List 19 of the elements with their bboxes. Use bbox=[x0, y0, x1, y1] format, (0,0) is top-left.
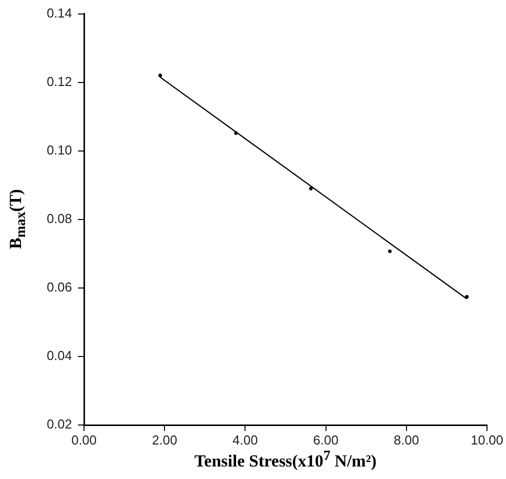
point bbox=[309, 186, 313, 190]
point bbox=[465, 295, 469, 299]
y-tick-label: 0.10 bbox=[46, 142, 72, 158]
x-tick-label: 8.00 bbox=[394, 432, 420, 448]
y-tick-label: 0.12 bbox=[46, 74, 72, 89]
x-tick-label: 4.00 bbox=[232, 432, 258, 448]
y-tick-label: 0.04 bbox=[46, 348, 72, 364]
y-tick-label: 0.02 bbox=[46, 416, 72, 432]
y-tick-label: 0.14 bbox=[46, 5, 72, 20]
y-tick-label: 0.08 bbox=[46, 210, 72, 226]
x-tick-label: 6.00 bbox=[313, 432, 338, 448]
point bbox=[388, 249, 392, 254]
point bbox=[234, 131, 238, 135]
x-tick-label: 2.00 bbox=[152, 432, 178, 448]
y-tick-label: 0.06 bbox=[46, 280, 72, 295]
x-axis-title: Tensile Stress(x10$^{7}$ N/m²) bbox=[193, 448, 378, 472]
x-tick-label: 0.00 bbox=[71, 432, 97, 448]
point bbox=[158, 74, 162, 78]
x-tick-label: 10.00 bbox=[470, 432, 504, 448]
